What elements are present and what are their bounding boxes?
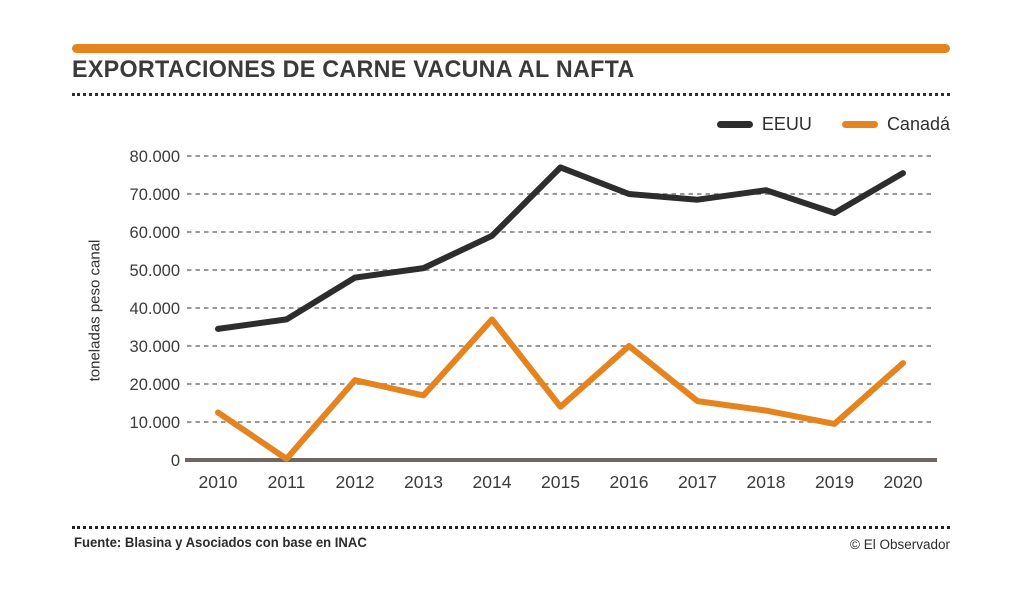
credit-text: © El Observador [850,537,950,552]
y-tick-label: 60.000 [130,224,180,242]
y-tick-label: 20.000 [130,376,180,394]
canada-line-swatch-icon [841,121,878,128]
legend-item-eeuu: EEUU [716,114,812,135]
title-divider [72,93,950,96]
gridlines [187,155,935,423]
x-tick-label: 2017 [678,472,717,492]
y-tick-label: 70.000 [130,186,180,204]
line-chart: 0 10.000 20.000 30.000 40.000 50.000 60.000 70.… [130,148,937,492]
x-tick-label: 2012 [336,472,375,492]
y-tick-label: 50.000 [130,262,180,280]
y-tick-label: 80.000 [130,148,180,166]
source-text: Fuente: Blasina y Asociados con base en … [74,535,367,550]
x-tick-label: 2016 [610,472,649,492]
y-tick-label: 40.000 [130,300,180,318]
x-tick-label: 2020 [884,472,923,492]
x-tick-label: 2015 [541,472,580,492]
footer-divider [72,526,950,529]
x-tick-label: 2013 [404,472,443,492]
x-tick-label: 2011 [268,472,306,492]
x-tick-label: 2019 [815,472,854,492]
y-tick-label: 30.000 [130,338,180,356]
legend-item-canada: Canadá [841,114,950,135]
y-tick-label: 0 [171,452,180,470]
y-tick-labels: 0 10.000 20.000 30.000 40.000 50.000 60.000 70.… [130,148,180,470]
series-line-canada [215,316,906,462]
x-tick-label: 2018 [747,472,786,492]
chart-legend: EEUU Canadá [716,114,950,135]
legend-label-canada: Canadá [886,114,950,134]
series-line-eeuu [215,164,906,332]
x-tick-label: 2014 [473,472,512,492]
page-title: EXPORTACIONES DE CARNE VACUNA AL NAFTA [72,56,635,83]
eeuu-line-swatch-icon [716,121,753,128]
accent-top-bar [72,44,950,53]
y-tick-label: 10.000 [130,414,180,432]
legend-label-eeuu: EEUU [761,114,812,134]
x-tick-label: 2010 [199,472,238,492]
x-axis-labels: 2010 2011 2012 2013 2014 2015 2016 2017 2018 2019… [199,472,923,492]
